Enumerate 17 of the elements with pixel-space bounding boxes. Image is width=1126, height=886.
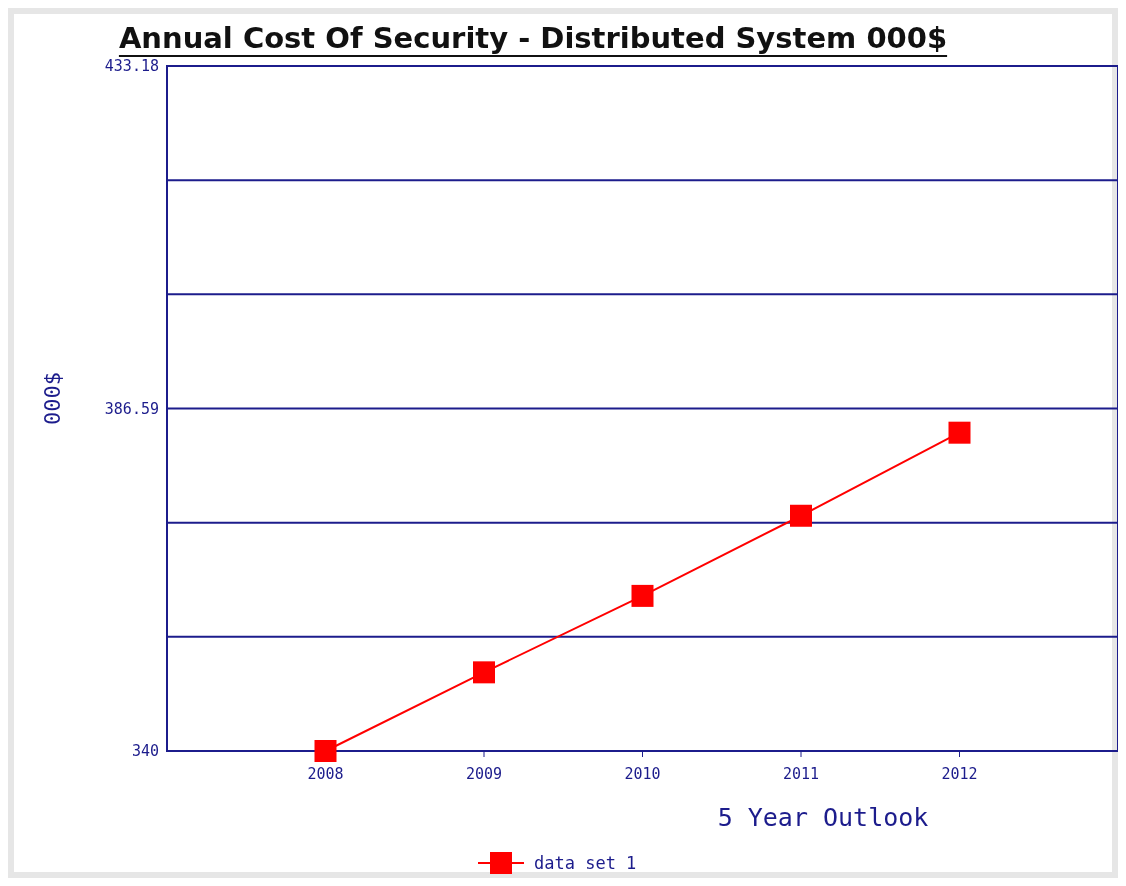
x-axis-title: 5 Year Outlook <box>717 803 929 832</box>
y-axis-title: 000$ <box>40 372 65 425</box>
chart-title: Annual Cost Of Security - Distributed System 000$ <box>118 21 948 55</box>
point <box>790 504 812 527</box>
point <box>314 740 337 762</box>
y-tick-label: 433.18 <box>104 57 159 76</box>
legend-label: data set 1 <box>534 852 637 873</box>
x-tick-label: 2012 <box>941 765 978 783</box>
point <box>631 584 654 607</box>
x-tick-label: 2010 <box>624 765 661 783</box>
y-tick-label: 386.59 <box>104 399 159 418</box>
point <box>948 421 971 444</box>
x-tick-label: 2011 <box>782 765 820 783</box>
x-tick-label: 2009 <box>465 765 503 783</box>
y-tick-label: 340 <box>131 742 159 761</box>
point <box>473 661 495 684</box>
x-tick-label: 2008 <box>307 765 344 783</box>
